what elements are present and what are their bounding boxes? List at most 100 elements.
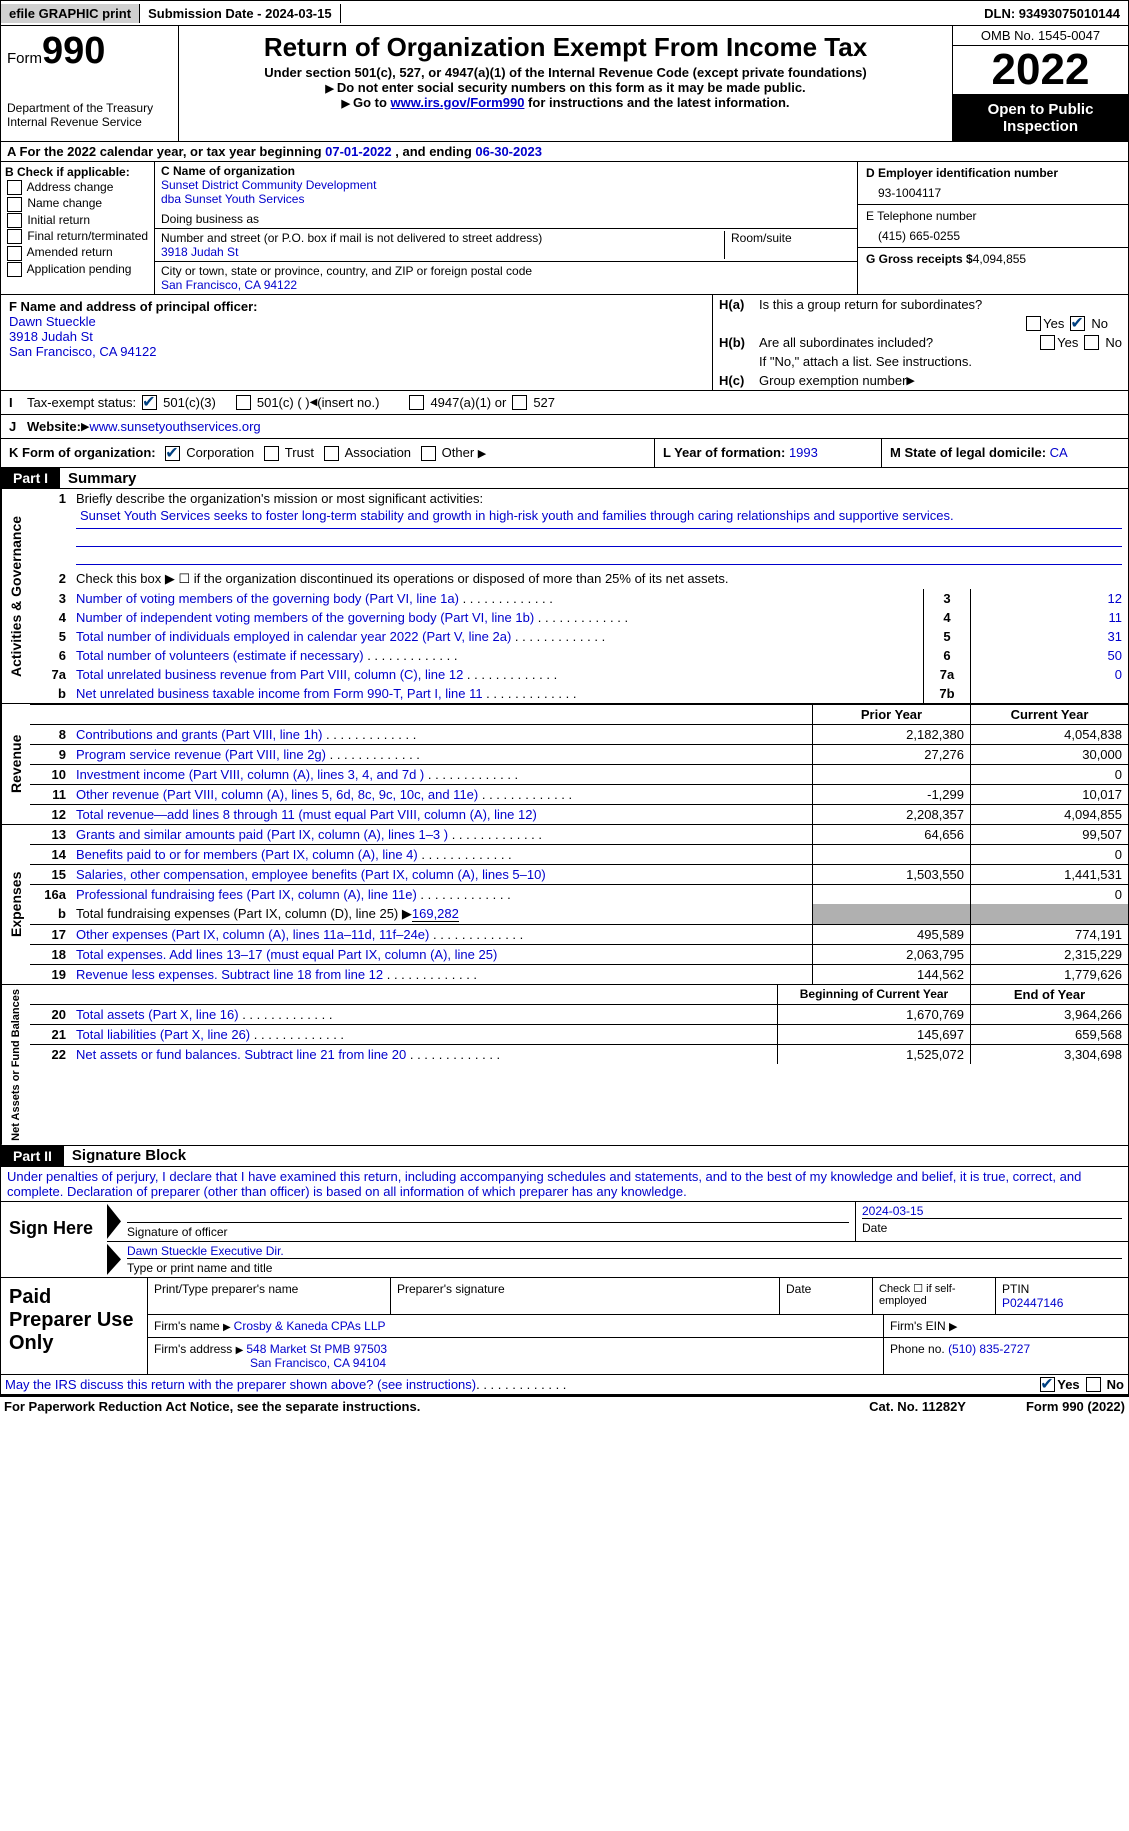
ha-no[interactable] — [1070, 316, 1085, 331]
part1-bar: Part I Summary — [0, 468, 1129, 489]
irs-link[interactable]: www.irs.gov/Form990 — [391, 95, 525, 110]
c14: 0 — [971, 845, 1129, 865]
revenue-section: Revenue Prior YearCurrent Year 8Contribu… — [0, 704, 1129, 825]
row-j-website: J Website: ▶ www.sunsetyouthservices.org — [0, 415, 1129, 439]
v5: 31 — [971, 627, 1129, 646]
side-revenue: Revenue — [1, 704, 30, 824]
subtitle-2: Do not enter social security numbers on … — [183, 80, 948, 95]
c9: 30,000 — [971, 745, 1129, 765]
officer-street: 3918 Judah St — [9, 329, 704, 344]
room-label: Room/suite — [724, 231, 851, 259]
side-activities: Activities & Governance — [1, 489, 30, 703]
check-address-change[interactable] — [7, 180, 22, 195]
f-label: F Name and address of principal officer: — [9, 299, 258, 314]
ha-yes[interactable] — [1026, 316, 1041, 331]
top-bar: efile GRAPHIC print Submission Date - 20… — [0, 0, 1129, 26]
street-value: 3918 Judah St — [161, 245, 724, 259]
org-name: Sunset District Community Development — [161, 178, 851, 192]
sign-here-section: Sign Here Signature of officer 2024-03-1… — [0, 1202, 1129, 1278]
c10: 0 — [971, 765, 1129, 785]
firm-phone: (510) 835-2727 — [948, 1342, 1030, 1356]
officer-name-title: Dawn Stueckle Executive Dir. — [127, 1244, 1122, 1258]
p16a — [813, 885, 971, 905]
part2-header: Part II — [1, 1146, 64, 1166]
discuss-row: May the IRS discuss this return with the… — [0, 1375, 1129, 1395]
v4: 11 — [971, 608, 1129, 627]
omb-number: OMB No. 1545-0047 — [953, 26, 1128, 46]
c15: 1,441,531 — [971, 865, 1129, 885]
fundraising-val: 169,282 — [412, 906, 459, 922]
website-value: www.sunsetyouthservices.org — [89, 419, 260, 434]
col-d-right: D Employer identification number 93-1004… — [857, 162, 1128, 294]
open-inspection: Open to Public Inspection — [953, 95, 1128, 141]
dln: DLN: 93493075010144 — [976, 4, 1128, 23]
p8: 2,182,380 — [813, 725, 971, 745]
col-c-org-info: C Name of organization Sunset District C… — [155, 162, 857, 294]
check-527[interactable] — [512, 395, 527, 410]
paid-preparer-label: Paid Preparer Use Only — [1, 1278, 148, 1374]
section-fh: F Name and address of principal officer:… — [0, 295, 1129, 391]
hb-yes[interactable] — [1040, 335, 1055, 350]
type-name-label: Type or print name and title — [127, 1258, 1122, 1275]
form-title: Return of Organization Exempt From Incom… — [183, 32, 948, 63]
check-501c3[interactable] — [142, 395, 157, 410]
c12: 4,094,855 — [971, 805, 1129, 825]
activities-section: Activities & Governance 1 Briefly descri… — [0, 489, 1129, 704]
form-header: Form990 Department of the Treasury Inter… — [0, 26, 1129, 142]
p21: 145,697 — [778, 1025, 971, 1045]
side-netassets: Net Assets or Fund Balances — [1, 985, 30, 1145]
check-corp[interactable] — [165, 446, 180, 461]
check-assoc[interactable] — [324, 446, 339, 461]
p12: 2,208,357 — [813, 805, 971, 825]
sig-date-val: 2024-03-15 — [862, 1204, 1122, 1218]
ein-value: 93-1004117 — [866, 180, 1120, 200]
check-amended[interactable] — [7, 246, 22, 261]
c21: 659,568 — [971, 1025, 1129, 1045]
phone-value: (415) 665-0255 — [866, 223, 1120, 243]
check-app-pending[interactable] — [7, 262, 22, 277]
subtitle-1: Under section 501(c), 527, or 4947(a)(1)… — [183, 65, 948, 80]
form-label: Form — [7, 50, 42, 67]
gross-value: 4,094,855 — [973, 252, 1026, 266]
p11: -1,299 — [813, 785, 971, 805]
subtitle-3: Go to www.irs.gov/Form990 for instructio… — [183, 95, 948, 110]
firm-name: Crosby & Kaneda CPAs LLP — [234, 1319, 386, 1333]
dba-label: Doing business as — [161, 212, 851, 226]
netassets-section: Net Assets or Fund Balances Beginning of… — [0, 985, 1129, 1146]
p14 — [813, 845, 971, 865]
hb-no[interactable] — [1084, 335, 1099, 350]
v6: 50 — [971, 646, 1129, 665]
firm-addr1: 548 Market St PMB 97503 — [246, 1342, 387, 1356]
discuss-no[interactable] — [1086, 1377, 1101, 1392]
check-name-change[interactable] — [7, 197, 22, 212]
expenses-section: Expenses 13Grants and similar amounts pa… — [0, 825, 1129, 985]
efile-print-button[interactable]: efile GRAPHIC print — [1, 4, 140, 23]
discuss-yes[interactable] — [1040, 1377, 1055, 1392]
hb-note: If "No," attach a list. See instructions… — [713, 352, 1128, 371]
sign-here-label: Sign Here — [1, 1202, 107, 1277]
p13: 64,656 — [813, 825, 971, 845]
c8: 4,054,838 — [971, 725, 1129, 745]
c18: 2,315,229 — [971, 945, 1129, 965]
check-4947[interactable] — [409, 395, 424, 410]
check-501c[interactable] — [236, 395, 251, 410]
check-initial-return[interactable] — [7, 213, 22, 228]
p18: 2,063,795 — [813, 945, 971, 965]
officer-city: San Francisco, CA 94122 — [9, 344, 704, 359]
sig-date-label: Date — [862, 1218, 1122, 1235]
submission-date: Submission Date - 2024-03-15 — [140, 4, 341, 23]
row-a-tax-year: A For the 2022 calendar year, or tax yea… — [0, 142, 1129, 162]
city-value: San Francisco, CA 94122 — [161, 278, 851, 292]
hb-label: Are all subordinates included? — [759, 335, 1038, 350]
check-trust[interactable] — [264, 446, 279, 461]
p20: 1,670,769 — [778, 1005, 971, 1025]
city-label: City or town, state or province, country… — [161, 264, 851, 278]
c-name-label: C Name of organization — [161, 164, 295, 178]
check-final-return[interactable] — [7, 229, 22, 244]
hc-label: Group exemption number — [759, 373, 906, 388]
check-other[interactable] — [421, 446, 436, 461]
part1-title: Summary — [60, 470, 136, 487]
dept-treasury: Department of the Treasury — [7, 101, 172, 115]
part2-title: Signature Block — [64, 1147, 186, 1164]
footer-bar: For Paperwork Reduction Act Notice, see … — [0, 1395, 1129, 1416]
